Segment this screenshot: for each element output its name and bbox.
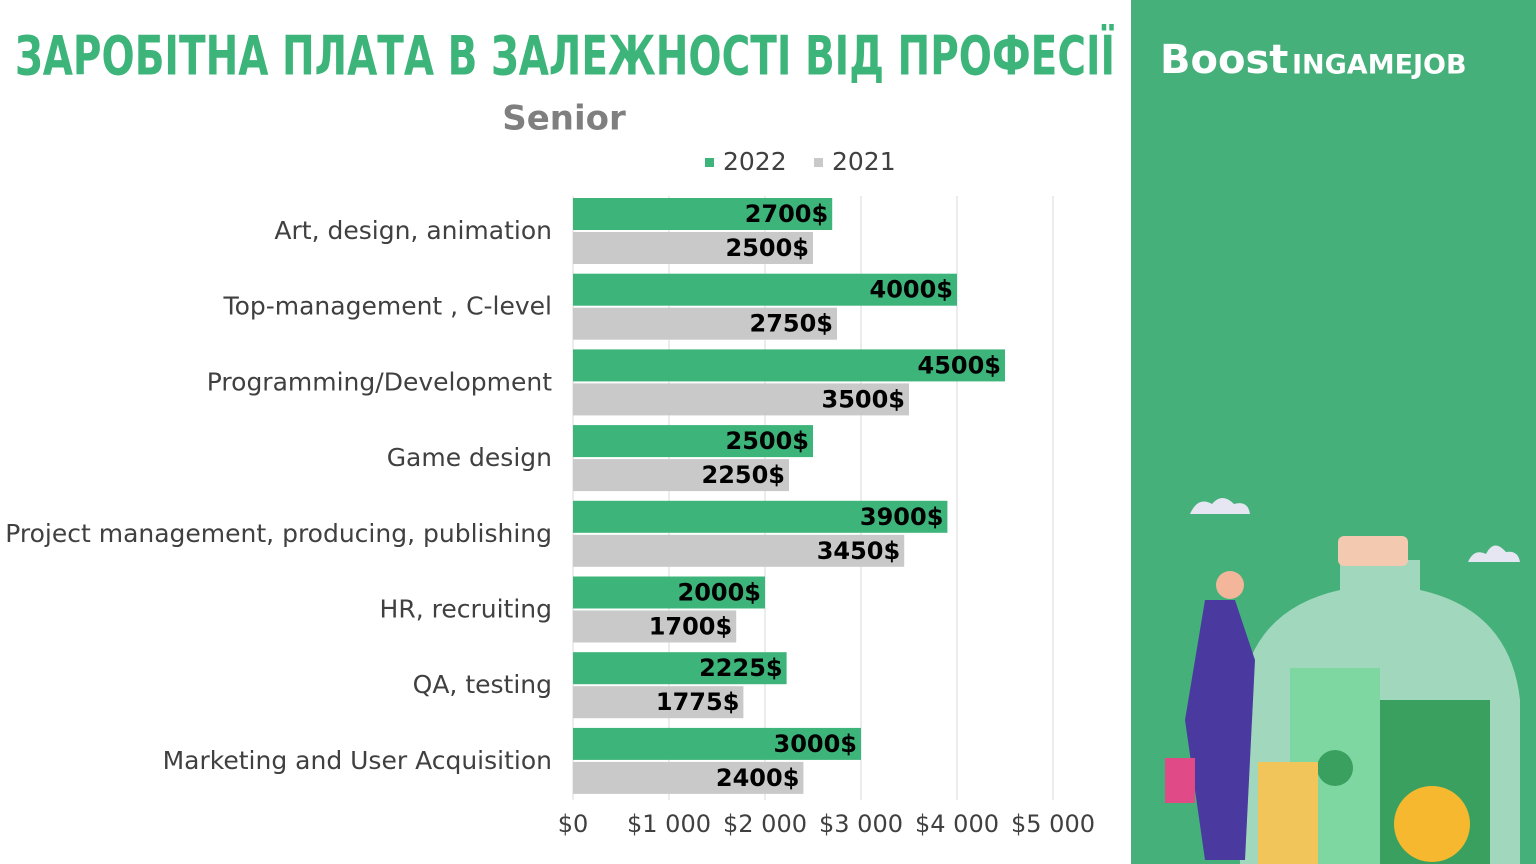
- cloud: [1190, 498, 1280, 514]
- bar: [573, 273, 957, 306]
- x-tick-label: $2 000: [723, 810, 807, 838]
- value-label: 2750$: [750, 310, 834, 338]
- y-tick-label: Programming/Development: [207, 367, 552, 396]
- businessman: [1185, 600, 1255, 860]
- value-label: 3450$: [817, 537, 901, 565]
- bar: [573, 383, 909, 416]
- legend-label: 2021: [832, 147, 896, 176]
- chart-subtitle: Senior: [502, 99, 626, 139]
- bar: [573, 652, 787, 685]
- value-label: 3500$: [822, 385, 906, 413]
- coin: [1394, 786, 1470, 862]
- y-tick-label: Art, design, animation: [274, 216, 552, 245]
- bar: [573, 576, 765, 609]
- legend-swatch: [705, 158, 714, 167]
- bar: [573, 425, 813, 458]
- y-tick-label: Marketing and User Acquisition: [163, 746, 552, 775]
- value-label: 2400$: [716, 764, 800, 792]
- value-label: 3900$: [860, 503, 944, 531]
- brand-bold: Boost: [1160, 37, 1288, 83]
- y-tick-label: QA, testing: [413, 670, 552, 699]
- bar: [573, 349, 1005, 382]
- x-tick-label: $1 000: [627, 810, 711, 838]
- y-tick-label: Game design: [387, 443, 552, 472]
- value-label: 1700$: [649, 613, 733, 641]
- bar: [573, 761, 804, 794]
- value-label: 2700$: [745, 200, 829, 228]
- coin-stack: [1258, 762, 1318, 864]
- value-label: 4000$: [870, 276, 954, 304]
- legend-swatch: [814, 158, 823, 167]
- bar: [573, 534, 905, 567]
- businessman-head: [1216, 571, 1244, 599]
- x-tick-label: $4 000: [915, 810, 999, 838]
- value-label: 2250$: [702, 461, 786, 489]
- x-tick-label: $5 000: [1011, 810, 1095, 838]
- dollar-coin: [1317, 750, 1353, 786]
- y-tick-label: Project management, producing, publishin…: [5, 519, 552, 548]
- value-label: 2225$: [699, 654, 783, 682]
- bar: [573, 727, 861, 760]
- y-tick-label: Top-management , C-level: [223, 292, 552, 321]
- x-tick-label: $3 000: [819, 810, 903, 838]
- bar: [573, 500, 948, 533]
- value-label: 2000$: [678, 579, 762, 607]
- cloud: [1468, 545, 1520, 562]
- bar: [573, 686, 744, 719]
- jar-cork: [1338, 536, 1408, 566]
- value-label: 1775$: [656, 688, 740, 716]
- value-label: 4500$: [918, 351, 1002, 379]
- legend-label: 2022: [723, 147, 787, 176]
- chart-title: ЗАРОБІТНА ПЛАТА В ЗАЛЕЖНОСТІ ВІД ПРОФЕСІ…: [15, 25, 1115, 88]
- value-label: 2500$: [726, 234, 810, 262]
- bar: [573, 198, 833, 230]
- illustration: [1165, 498, 1520, 864]
- value-label: 3000$: [774, 730, 858, 758]
- bag: [1165, 758, 1195, 803]
- x-tick-label: $0: [558, 810, 589, 838]
- brand-rest: INGAMEJOB: [1292, 50, 1467, 81]
- value-label: 2500$: [726, 427, 810, 455]
- y-tick-label: HR, recruiting: [380, 595, 552, 624]
- bar: [573, 459, 789, 492]
- bar: [573, 232, 813, 264]
- bar: [573, 610, 737, 643]
- bar: [573, 307, 837, 340]
